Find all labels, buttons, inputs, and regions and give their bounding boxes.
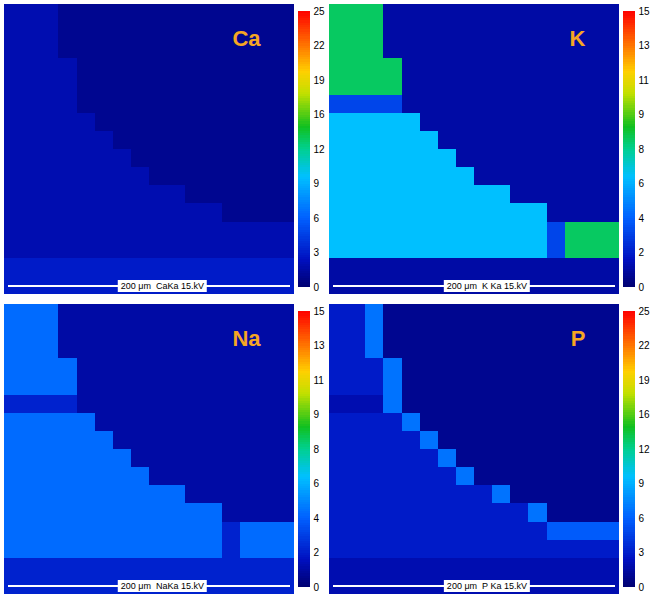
svg-text:11: 11 — [314, 375, 325, 386]
svg-text:6: 6 — [639, 178, 645, 189]
svg-text:19: 19 — [639, 375, 651, 386]
html-text:200 μm P Ka 15.kV: 200 μm P Ka 15.kV — [446, 581, 527, 591]
svg-text:2: 2 — [314, 547, 320, 558]
svg-text:22: 22 — [639, 340, 651, 351]
svg-text:8: 8 — [314, 444, 320, 455]
svg-text:0: 0 — [314, 582, 320, 593]
svg-text:13: 13 — [639, 40, 651, 51]
svg-text:8: 8 — [639, 144, 645, 155]
svg-text:3: 3 — [639, 547, 645, 558]
svg-text:25: 25 — [639, 306, 651, 317]
svg-text:11: 11 — [639, 75, 650, 86]
svg-text:0: 0 — [639, 282, 645, 293]
svg-text:Ca: Ca — [232, 26, 261, 51]
svg-text:12: 12 — [639, 444, 651, 455]
svg-text:0: 0 — [639, 582, 645, 593]
html-text:200 μm NaKa 15.kV: 200 μm NaKa 15.kV — [120, 581, 204, 591]
svg-text:9: 9 — [314, 178, 320, 189]
svg-text:3: 3 — [314, 247, 320, 258]
svg-text:4: 4 — [314, 513, 320, 524]
svg-text:15: 15 — [314, 306, 326, 317]
svg-text:6: 6 — [314, 478, 320, 489]
svg-text:2: 2 — [639, 247, 645, 258]
svg-text:Na: Na — [232, 326, 261, 351]
svg-text:6: 6 — [639, 513, 645, 524]
svg-text:6: 6 — [314, 213, 320, 224]
svg-text:25: 25 — [314, 6, 326, 17]
svg-text:9: 9 — [314, 409, 320, 420]
svg-text:K: K — [570, 26, 586, 51]
html-text:200 μm CaKa 15.kV: 200 μm CaKa 15.kV — [120, 281, 204, 291]
svg-text:22: 22 — [314, 40, 326, 51]
svg-text:16: 16 — [314, 109, 326, 120]
svg-text:9: 9 — [639, 109, 645, 120]
svg-text:19: 19 — [314, 75, 326, 86]
svg-text:9: 9 — [639, 478, 645, 489]
svg-text:0: 0 — [314, 282, 320, 293]
svg-text:12: 12 — [314, 144, 326, 155]
html-text:200 μm K Ka 15.kV: 200 μm K Ka 15.kV — [446, 281, 528, 291]
svg-text:4: 4 — [639, 213, 645, 224]
svg-text:15: 15 — [639, 6, 651, 17]
svg-text:13: 13 — [314, 340, 326, 351]
svg-text:16: 16 — [639, 409, 651, 420]
svg-text:P: P — [571, 326, 586, 351]
